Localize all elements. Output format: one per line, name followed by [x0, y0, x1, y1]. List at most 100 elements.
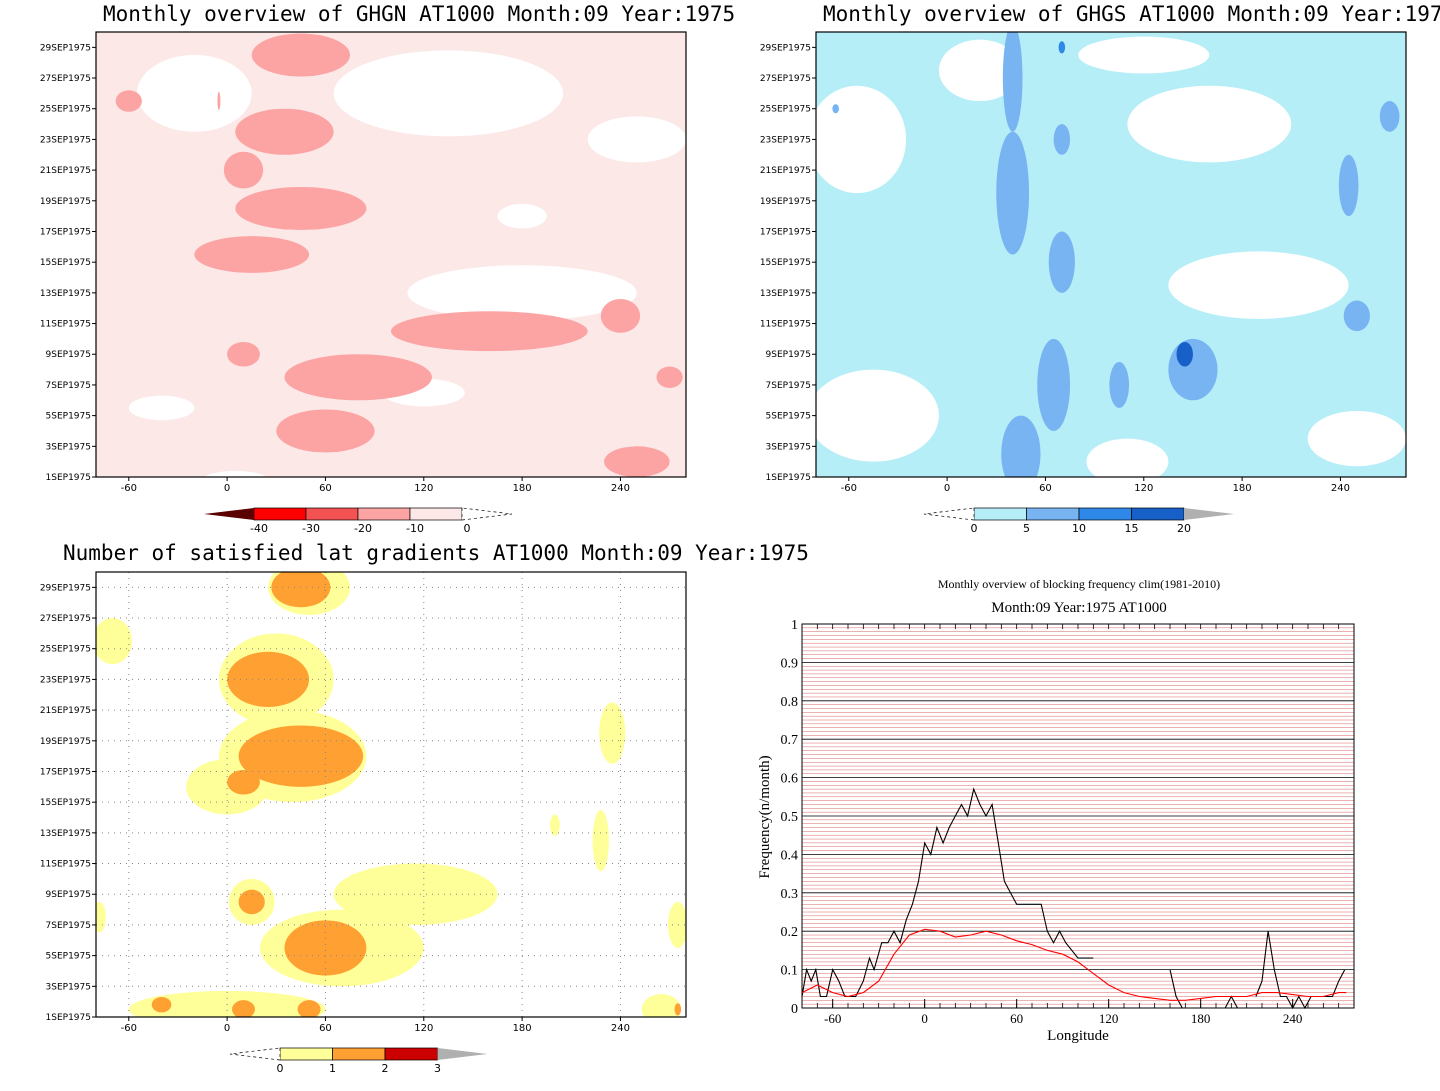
- y-tick-label: 17SEP1975: [40, 227, 91, 237]
- y-tick-label: 13SEP1975: [760, 289, 811, 299]
- colorbar-cell: [1026, 507, 1080, 521]
- colorbar-tick-label: 3: [434, 1062, 441, 1075]
- colorbar-cell: [973, 507, 1027, 521]
- panel-ghgn: Monthly overview of GHGN AT1000 Month:09…: [0, 0, 735, 545]
- major-gridlines: [802, 623, 1354, 1009]
- colorbar-tick-label: -20: [354, 522, 372, 535]
- contour-region: [227, 341, 260, 367]
- x-axis-label: Longitude: [1047, 1028, 1109, 1044]
- contour-region-white: [938, 39, 1021, 102]
- contour-region: [194, 236, 310, 273]
- y-tick-label: 1: [791, 618, 798, 633]
- y-tick-label: 3SEP1975: [46, 442, 91, 452]
- contour-region: [128, 990, 326, 1017]
- contour-region: [599, 702, 626, 764]
- y-tick-label: 0.6: [781, 772, 799, 787]
- contour-region: [549, 814, 560, 836]
- x-tick-label: 60: [319, 483, 332, 494]
- x-tick-label: 0: [224, 483, 230, 494]
- contour-region: [271, 572, 331, 608]
- contour-region: [238, 725, 364, 787]
- heatmap-ghgn: 1SEP1975 3SEP1975 5SEP1975 7SEP1975 9SEP1975…: [40, 31, 687, 535]
- contour-region: [391, 311, 588, 352]
- colorbar-tick-label: -30: [302, 522, 320, 535]
- panel-ghgs: Monthly overview of GHGS AT1000 Month:09…: [720, 0, 1440, 545]
- contour-region: [333, 863, 498, 925]
- contour-region-white: [816, 85, 907, 194]
- y-tick-label: 15SEP1975: [40, 798, 91, 808]
- y-tick-label: 7SEP1975: [46, 381, 91, 391]
- y-tick-label: 0.3: [781, 887, 799, 902]
- contour-region: [223, 151, 264, 189]
- x-tick-label: -60: [121, 1023, 137, 1034]
- contour-region-white: [587, 116, 686, 163]
- contour-region-white: [497, 203, 547, 229]
- y-tick-label: 11SEP1975: [40, 860, 91, 870]
- y-tick-label: 3SEP1975: [46, 982, 91, 992]
- contour-region: [1002, 32, 1023, 132]
- x-tick-label: 240: [1283, 1011, 1303, 1026]
- chart-title: Monthly overview of GHGS AT1000 Month:09…: [823, 2, 1440, 26]
- contour-region: [604, 446, 670, 477]
- y-tick-label: 27SEP1975: [760, 74, 811, 84]
- y-tick-label: 25SEP1975: [40, 645, 91, 655]
- heatmap-lat-gradients: 1SEP1975 3SEP1975 5SEP1975 7SEP1975 9SEP1975…: [40, 571, 687, 1075]
- x-tick-label: 240: [1331, 483, 1350, 494]
- contour-region: [832, 104, 839, 114]
- y-tick-label: 9SEP1975: [766, 350, 811, 360]
- x-tick-label: -60: [824, 1011, 841, 1026]
- y-tick-label: 13SEP1975: [40, 829, 91, 839]
- heatmap-field: [96, 32, 686, 477]
- contour-region: [667, 901, 686, 948]
- x-tick-label: 240: [611, 1023, 630, 1034]
- contour-region-white: [136, 55, 252, 132]
- colorbar-tick-label: 20: [1177, 522, 1191, 535]
- colorbar: 0 1 2 3: [229, 1047, 488, 1075]
- contour-region: [1048, 231, 1075, 293]
- colorbar-tick-label: 15: [1125, 522, 1139, 535]
- chart-subtitle: Month:09 Year:1975 AT1000: [991, 600, 1166, 616]
- colorbar-cell: [332, 1047, 386, 1061]
- series-line-frequency: [1255, 931, 1346, 1010]
- contour-region: [1379, 101, 1400, 132]
- panel-lat-gradients: Number of satisfied lat gradients AT1000…: [0, 540, 809, 1091]
- contour-region-white: [1078, 36, 1210, 74]
- y-tick-label: 0: [791, 1002, 798, 1017]
- y-tick-label: 7SEP1975: [46, 921, 91, 931]
- y-tick-label: 19SEP1975: [40, 737, 91, 747]
- colorbar: -40 -30 -20 -10 0: [204, 507, 513, 535]
- colorbar-cell: [357, 507, 411, 521]
- plot-frame: [95, 31, 687, 478]
- y-tick-label: 1SEP1975: [46, 1013, 91, 1023]
- y-tick-label: 1SEP1975: [46, 473, 91, 483]
- colorbar: 0 5 10 15 20: [923, 507, 1234, 535]
- y-tick-label: 17SEP1975: [40, 767, 91, 777]
- x-tick-label: 120: [1099, 1011, 1119, 1026]
- y-tick-label: 25SEP1975: [760, 105, 811, 115]
- x-tick-label: 60: [1039, 483, 1052, 494]
- contour-region: [1001, 415, 1041, 477]
- y-tick-label: 29SEP1975: [40, 583, 91, 593]
- contour-region: [656, 366, 683, 388]
- contour-region: [674, 1003, 682, 1016]
- plot-frame: [815, 31, 1407, 478]
- y-tick-label: 0.5: [781, 810, 799, 825]
- contour-region: [1338, 154, 1359, 217]
- y-tick-label: 23SEP1975: [760, 135, 811, 145]
- heatmap-field: [96, 572, 686, 1017]
- contour-region-white: [407, 265, 637, 321]
- y-tick-label: 5SEP1975: [766, 412, 811, 422]
- colorbar-tick-label: 2: [382, 1062, 389, 1075]
- y-tick-label: 29SEP1975: [40, 43, 91, 53]
- chart-title: Number of satisfied lat gradients AT1000…: [63, 541, 809, 565]
- series-line-climatology: [801, 928, 1347, 1001]
- colorbar-cell: [279, 1047, 333, 1061]
- y-tick-label: 7SEP1975: [766, 381, 811, 391]
- colorbar-tick-label: 1: [329, 1062, 336, 1075]
- colorbar-tick-label: 0: [277, 1062, 284, 1075]
- contour-region-white: [204, 470, 267, 477]
- x-tick-label: 240: [611, 483, 630, 494]
- x-tick-label: 60: [1010, 1011, 1023, 1026]
- colorbar-tick-label: 0: [971, 522, 978, 535]
- contour-region: [1343, 300, 1370, 332]
